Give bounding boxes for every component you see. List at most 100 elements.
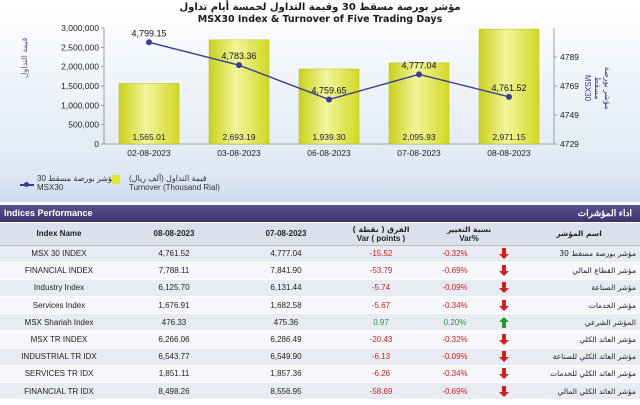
y-left-tick-label: 500,000 — [68, 120, 99, 130]
cell-index-name-ar: مؤشر العائد الكلي للخدمات — [518, 365, 640, 384]
chart-svg: 0 500,000 1,000,000 1,500,000 2,000,000 2,500… — [61, 23, 579, 158]
y-axis-right-label: مؤشر بورصة مسقط MSX30 — [582, 58, 612, 118]
cell-index-name-ar: مؤشر العائد الكلي — [518, 330, 640, 349]
y-left-tick-label: 0 — [94, 139, 99, 149]
cell-value-date-2: 6,549.90 — [230, 348, 342, 366]
bar-value-label: 2,971.15 — [492, 132, 525, 142]
x-tick-label: 02-08-2023 — [127, 148, 171, 158]
y-axis-right-label-en: MSX30 — [583, 74, 592, 102]
msx30-value-label: 4,799.15 — [131, 28, 166, 38]
table-row: SERVICES TR IDX 1,851.11 1,857.36 -6.26 -0.3… — [0, 365, 640, 384]
arrow-down-icon — [499, 351, 509, 363]
legend-label-msx30-ar: مؤشر بورصة مسقط 30 — [37, 174, 117, 183]
cell-var-points: -5.67 — [342, 296, 420, 315]
cell-var-percent: -0.34% — [420, 296, 490, 315]
cell-var-percent: -0.32% — [420, 330, 490, 349]
msx30-point — [506, 93, 512, 100]
table-row: INDUSTRIAL TR IDX 6,543.77 6,549.90 -6.13 -0… — [0, 348, 640, 366]
y-axis-left-label: قيمة التداول — [20, 37, 29, 79]
cell-value-date-1: 4,761.52 — [118, 245, 230, 263]
cell-value-date-2: 1,682.58 — [230, 296, 342, 315]
msx30-point — [416, 71, 422, 78]
col-header-pct-en: Var% — [459, 233, 479, 243]
cell-value-date-2: 8,556.95 — [230, 382, 342, 401]
x-tick-label: 06-08-2023 — [307, 148, 351, 158]
msx30-value-label: 4,783.36 — [221, 51, 256, 61]
chart-title-arabic: مؤشر بورصة مسقط 30 وقيمة التداول لخمسة أ… — [179, 2, 461, 13]
cell-index-name: SERVICES TR IDX — [0, 365, 118, 384]
arrow-down-icon — [499, 265, 509, 277]
legend-line-symbol — [20, 182, 34, 187]
y-right-tick-label: 4729 — [560, 139, 579, 149]
arrow-down-icon — [499, 385, 509, 397]
cell-direction — [490, 382, 519, 401]
cell-direction — [490, 365, 519, 384]
cell-index-name-ar: مؤشر العائد الكلي المالي — [518, 382, 640, 401]
cell-index-name: Services Index — [0, 296, 118, 315]
cell-value-date-2: 7,841.90 — [230, 262, 342, 280]
table-title-bar: Indices Performance اداء المؤشرات — [0, 205, 640, 222]
col-header-var-ar: الفرق ( نقطة ) — [352, 224, 410, 234]
y-axis-right-label-ar: مؤشر بورصة مسقط — [593, 66, 612, 110]
cell-direction — [490, 279, 519, 298]
cell-direction — [490, 330, 519, 349]
cell-value-date-1: 1,676.91 — [118, 296, 230, 315]
bar — [118, 83, 180, 145]
cell-value-date-1: 476.33 — [118, 313, 230, 332]
bar-value-label: 2,693.19 — [222, 132, 255, 142]
y-right-tick-label: 4789 — [560, 52, 579, 62]
arrow-up-icon — [499, 316, 509, 328]
cell-var-points: 0.97 — [342, 313, 420, 332]
col-header-index-name: Index Name — [0, 223, 118, 246]
y-left-tick-label: 3,000,000 — [61, 23, 99, 33]
legend-label-turnover: Turnover (Thousand Rial) — [129, 183, 220, 192]
arrow-down-icon — [499, 248, 509, 260]
legend-item-turnover: قيمة التداول (ألف ريال) Turnover (Thousa… — [112, 174, 220, 192]
bar — [208, 39, 270, 145]
bar — [298, 68, 360, 145]
cell-value-date-1: 6,543.77 — [118, 348, 230, 366]
bar-value-label: 1,565.01 — [132, 132, 165, 142]
table-row: Services Index 1,676.91 1,682.58 -5.67 -0.34… — [0, 296, 640, 315]
cell-index-name: Industry Index — [0, 279, 118, 298]
cell-value-date-2: 6,131.44 — [230, 279, 342, 298]
cell-var-percent: -0.69% — [420, 262, 490, 280]
y-left-tick-label: 2,500,000 — [61, 42, 99, 52]
cell-var-points: -5.74 — [342, 279, 420, 298]
cell-var-points: -6.13 — [342, 348, 420, 366]
cell-var-points: -58.69 — [342, 382, 420, 401]
arrow-down-icon — [499, 282, 509, 294]
cell-index-name-ar: مؤشر بورصة مسقط 30 — [518, 245, 640, 263]
bar-value-label: 2,095.93 — [402, 132, 435, 142]
cell-index-name: MSX TR INDEX — [0, 330, 118, 349]
x-tick-label: 08-08-2023 — [487, 148, 531, 158]
cell-value-date-2: 4,777.04 — [230, 245, 342, 263]
cell-index-name: FINANCIAL TR IDX — [0, 382, 118, 401]
cell-direction — [490, 262, 519, 280]
cell-direction — [490, 296, 519, 315]
cell-direction — [490, 245, 519, 263]
table-title: Indices Performance — [4, 208, 93, 218]
cell-var-percent: -0.34% — [420, 365, 490, 384]
col-header-name-ar: اسم المؤشر — [518, 223, 640, 246]
arrow-down-icon — [499, 299, 509, 311]
cell-value-date-2: 1,857.36 — [230, 365, 342, 384]
chart-panel: مؤشر بورصة مسقط 30 وقيمة التداول لخمسة أ… — [0, 0, 640, 202]
y-right-tick-label: 4769 — [560, 81, 579, 91]
cell-index-name-ar: مؤشر الخدمات — [518, 296, 640, 315]
legend-label-turnover-ar: قيمة التداول (ألف ريال) — [129, 174, 207, 183]
x-tick-label: 03-08-2023 — [217, 148, 261, 158]
msx30-point — [326, 96, 332, 103]
cell-value-date-1: 8,498.26 — [118, 382, 230, 401]
y-left-tick-label: 1,000,000 — [61, 100, 99, 110]
bar — [478, 28, 540, 145]
cell-var-percent: -0.09% — [420, 279, 490, 298]
table-row: Industry Index 6,125.70 6,131.44 -5.74 -0.09… — [0, 279, 640, 298]
cell-value-date-1: 7,788.11 — [118, 262, 230, 280]
chart-title: MSX30 Index & Turnover of Five Trading D… — [197, 14, 443, 25]
cell-value-date-2: 475.36 — [230, 313, 342, 332]
cell-value-date-2: 6,286.49 — [230, 330, 342, 349]
cell-var-percent: -0.32% — [420, 245, 490, 263]
cell-index-name: MSX Shariah Index — [0, 313, 118, 332]
table-title-arabic: اداء المؤشرات — [577, 208, 632, 218]
